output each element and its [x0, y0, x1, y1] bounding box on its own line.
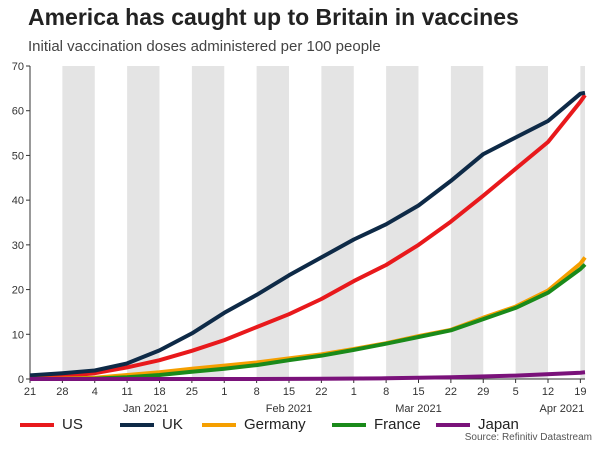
month-label-0: Jan 2021	[123, 403, 168, 415]
legend-label-germany: Germany	[244, 416, 306, 433]
source-note: Source: Refinitiv Datastream	[464, 432, 592, 443]
month-label-1: Feb 2021	[266, 403, 312, 415]
x-tick-label-12: 15	[412, 386, 424, 398]
series-line-japan	[30, 370, 586, 381]
legend-swatch-uk	[120, 422, 154, 427]
legend-item-france: France	[332, 416, 421, 433]
x-tick-label-7: 8	[254, 386, 260, 398]
x-tick-label-14: 29	[477, 386, 489, 398]
series-line-uk	[29, 90, 586, 378]
y-tick-label-40: 40	[12, 195, 24, 207]
x-tick-label-10: 1	[351, 386, 357, 398]
y-tick-label-20: 20	[12, 285, 24, 297]
legend-item-japan: Japan	[436, 416, 519, 433]
legend-swatch-us	[20, 422, 54, 427]
x-tick-label-6: 1	[221, 386, 227, 398]
y-tick-label-70: 70	[12, 61, 24, 73]
legend-label-uk: UK	[162, 416, 183, 433]
legend-swatch-germany	[202, 422, 236, 427]
legend-item-us: US	[20, 416, 83, 433]
y-tick-label-50: 50	[12, 150, 24, 162]
series-line-france	[30, 263, 587, 381]
legend-label-france: France	[374, 416, 421, 433]
month-label-2: Mar 2021	[395, 403, 441, 415]
y-tick-label-10: 10	[12, 329, 24, 341]
legend-swatch-france	[332, 422, 366, 427]
y-tick-label-60: 60	[12, 106, 24, 118]
series-line-germany	[29, 256, 587, 381]
chart-subtitle: Initial vaccination doses administered p…	[28, 38, 381, 55]
x-tick-label-0: 21	[24, 386, 36, 398]
legend-swatch-japan	[436, 422, 470, 427]
x-tick-label-17: 19	[574, 386, 586, 398]
series-lines	[29, 90, 587, 381]
week-band-4	[321, 66, 354, 379]
x-tick-label-8: 15	[283, 386, 295, 398]
month-label-3: Apr 2021	[540, 403, 585, 415]
chart-title: America has caught up to Britain in vacc…	[28, 4, 519, 30]
x-tick-label-16: 12	[542, 386, 554, 398]
week-band-1	[127, 66, 160, 379]
series-line-us	[29, 93, 587, 381]
y-tick-label-30: 30	[12, 240, 24, 252]
legend-label-us: US	[62, 416, 83, 433]
week-band-0	[62, 66, 95, 379]
week-band-8	[580, 66, 585, 379]
week-band-2	[191, 66, 225, 379]
legend-item-germany: Germany	[202, 416, 306, 433]
week-shading	[62, 66, 585, 379]
legend: US UK Germany France Japan	[20, 416, 580, 436]
x-tick-label-5: 25	[186, 386, 198, 398]
week-band-6	[450, 66, 484, 379]
y-tick-label-0: 0	[18, 374, 24, 386]
x-tick-label-4: 18	[153, 386, 165, 398]
week-band-3	[256, 66, 289, 379]
legend-label-japan: Japan	[478, 416, 519, 433]
x-tick-label-1: 28	[56, 386, 68, 398]
week-band-7	[515, 66, 548, 379]
x-tick-label-11: 8	[383, 386, 389, 398]
x-tick-label-2: 4	[92, 386, 98, 398]
legend-item-uk: UK	[120, 416, 183, 433]
x-tick-label-9: 22	[315, 386, 327, 398]
x-tick-label-13: 22	[445, 386, 457, 398]
x-tick-label-15: 5	[513, 386, 519, 398]
x-tick-label-3: 11	[121, 386, 132, 398]
